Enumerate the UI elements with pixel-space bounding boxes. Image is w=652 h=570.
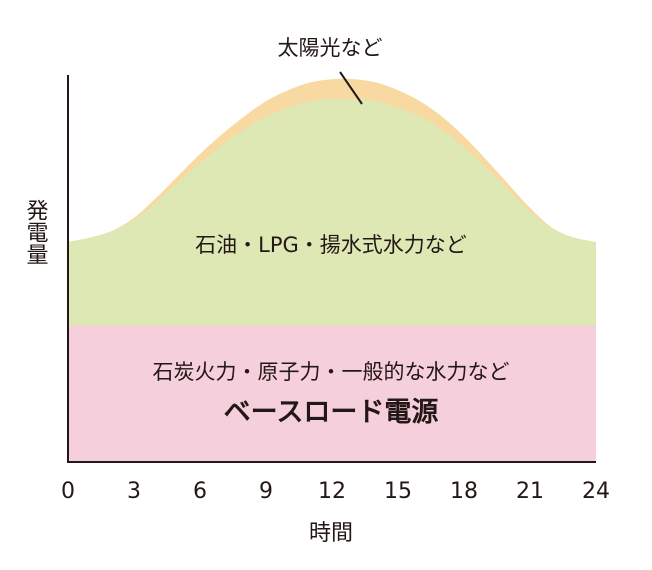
x-tick-label: 12 [318,479,346,504]
base-load-title: ベースロード電源 [224,397,439,428]
x-tick-label: 9 [259,479,273,504]
x-axis-title: 時間 [309,521,353,546]
x-tick-label: 0 [61,479,75,504]
area-layers [68,78,596,462]
x-tick-label: 18 [450,479,478,504]
x-tick-labels: 0 3 6 9 12 15 18 21 24 [61,479,610,504]
y-axis-title: 発電量 [23,199,49,265]
x-tick-label: 15 [384,479,412,504]
base-layer-label: 石炭火力・原子力・一般的な水力など [153,360,510,384]
x-tick-label: 21 [516,479,544,504]
middle-layer-label: 石油・LPG・揚水式水力など [195,233,467,257]
base-load-area [68,325,596,462]
solar-label-leader [339,71,363,105]
x-tick-label: 3 [127,479,141,504]
solar-label: 太陽光など [278,36,383,60]
x-tick-label: 6 [193,479,207,504]
x-tick-label: 24 [582,479,610,504]
